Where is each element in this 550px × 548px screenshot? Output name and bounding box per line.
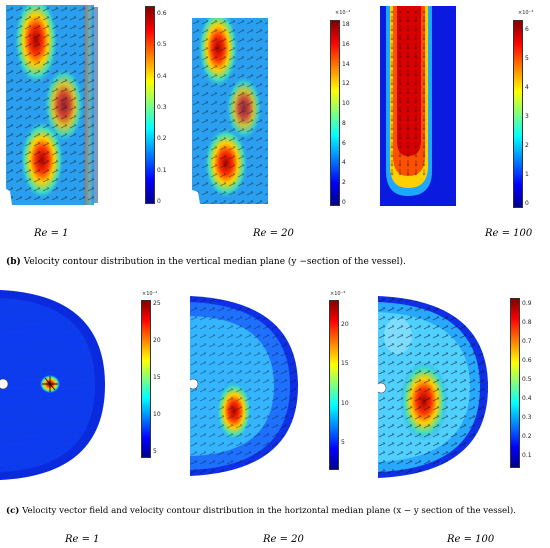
caption-text: Velocity contour distribution in the ver… (23, 257, 406, 267)
colorbar-tick-label: 10 (342, 100, 350, 108)
colorbar-tick-label: 0.7 (522, 338, 532, 345)
vertical-section-re100 (380, 6, 470, 206)
colorbar-tick-label: 20 (341, 321, 349, 328)
colorbar-tick-label: 0.2 (522, 433, 532, 440)
colorbar-tick-label: 0.8 (522, 319, 532, 326)
caption-text: Velocity vector field and velocity conto… (22, 506, 516, 516)
colorbar-tick-label: 0.2 (157, 135, 167, 143)
colorbar-tick-label: 0 (525, 200, 529, 207)
vertical-section-re20 (192, 8, 272, 206)
colorbar-tick-label: 15 (153, 374, 161, 381)
colorbar-tick-label: 2 (342, 179, 346, 187)
colorbar-re100-vertical (513, 20, 523, 208)
colorbar-exponent: ×10⁻⁴ (142, 291, 158, 297)
colorbar-tick-label: 12 (342, 80, 350, 88)
colorbar-tick-label: 6 (525, 26, 529, 33)
colorbar-re1-vertical (145, 6, 155, 204)
horizontal-section-re100 (375, 296, 490, 478)
colorbar-tick-label: 18 (342, 21, 350, 28)
colorbar-tick-label: 5 (341, 439, 345, 446)
colorbar-re1-horizontal (141, 300, 151, 458)
colorbar-re20-vertical (330, 20, 340, 206)
colorbar-tick-label: 3 (525, 113, 529, 120)
figure-caption-c: (c) Velocity vector field and velocity c… (6, 506, 516, 516)
horizontal-section-re20 (187, 296, 300, 476)
colorbar-exponent: ×10⁻⁴ (518, 10, 534, 16)
colorbar-tick-label: 0 (342, 199, 346, 206)
reynolds-label: Re = 1 (34, 228, 69, 239)
colorbar-tick-label: 10 (341, 399, 349, 407)
reynolds-label: Re = 20 (253, 228, 294, 239)
colorbar-tick-label: 25 (153, 300, 161, 307)
vertical-section-re1 (6, 0, 104, 207)
figure-caption-b: (b) Velocity contour distribution in the… (6, 257, 406, 267)
colorbar-tick-label: 1 (525, 171, 529, 178)
reynolds-label: Re = 100 (485, 228, 533, 239)
colorbar-exponent: ×10⁻³ (330, 291, 346, 297)
colorbar-tick-label: 5 (153, 448, 157, 455)
caption-id: (c) (6, 506, 20, 516)
colorbar-tick-label: 4 (525, 84, 529, 91)
colorbar-tick-label: 4 (342, 159, 346, 167)
colorbar-tick-label: 14 (342, 60, 350, 68)
colorbar-exponent: ×10⁻³ (335, 10, 351, 16)
colorbar-tick-label: 2 (525, 142, 529, 149)
colorbar-tick-label: 0.6 (522, 357, 532, 364)
colorbar-tick-label: 0.5 (157, 41, 167, 49)
horizontal-section-re1 (0, 290, 110, 480)
reynolds-label: Re = 100 (447, 534, 495, 545)
colorbar-tick-label: 0.6 (157, 10, 167, 17)
colorbar-tick-label: 0.3 (522, 414, 532, 421)
colorbar-tick-label: 16 (342, 40, 350, 48)
colorbar-tick-label: 15 (341, 360, 349, 368)
caption-id: (b) (6, 257, 21, 267)
colorbar-tick-label: 20 (153, 337, 161, 344)
reynolds-label: Re = 1 (65, 534, 100, 545)
colorbar-tick-label: 0.3 (157, 104, 167, 111)
colorbar-tick-label: 0 (157, 198, 161, 205)
colorbar-tick-label: 0.1 (157, 166, 167, 174)
colorbar-tick-label: 0.9 (522, 300, 532, 307)
colorbar-tick-label: 0.4 (522, 395, 532, 402)
colorbar-tick-label: 5 (525, 55, 529, 62)
colorbar-tick-label: 0.1 (522, 452, 532, 459)
colorbar-tick-label: 0.5 (522, 376, 532, 383)
colorbar-tick-label: 0.4 (157, 72, 167, 80)
colorbar-tick-label: 10 (153, 411, 161, 418)
colorbar-re20-horizontal (329, 300, 339, 470)
colorbar-tick-label: 8 (342, 119, 346, 127)
colorbar-tick-label: 6 (342, 139, 346, 147)
reynolds-label: Re = 20 (263, 534, 304, 545)
colorbar-re100-horizontal (510, 298, 520, 468)
